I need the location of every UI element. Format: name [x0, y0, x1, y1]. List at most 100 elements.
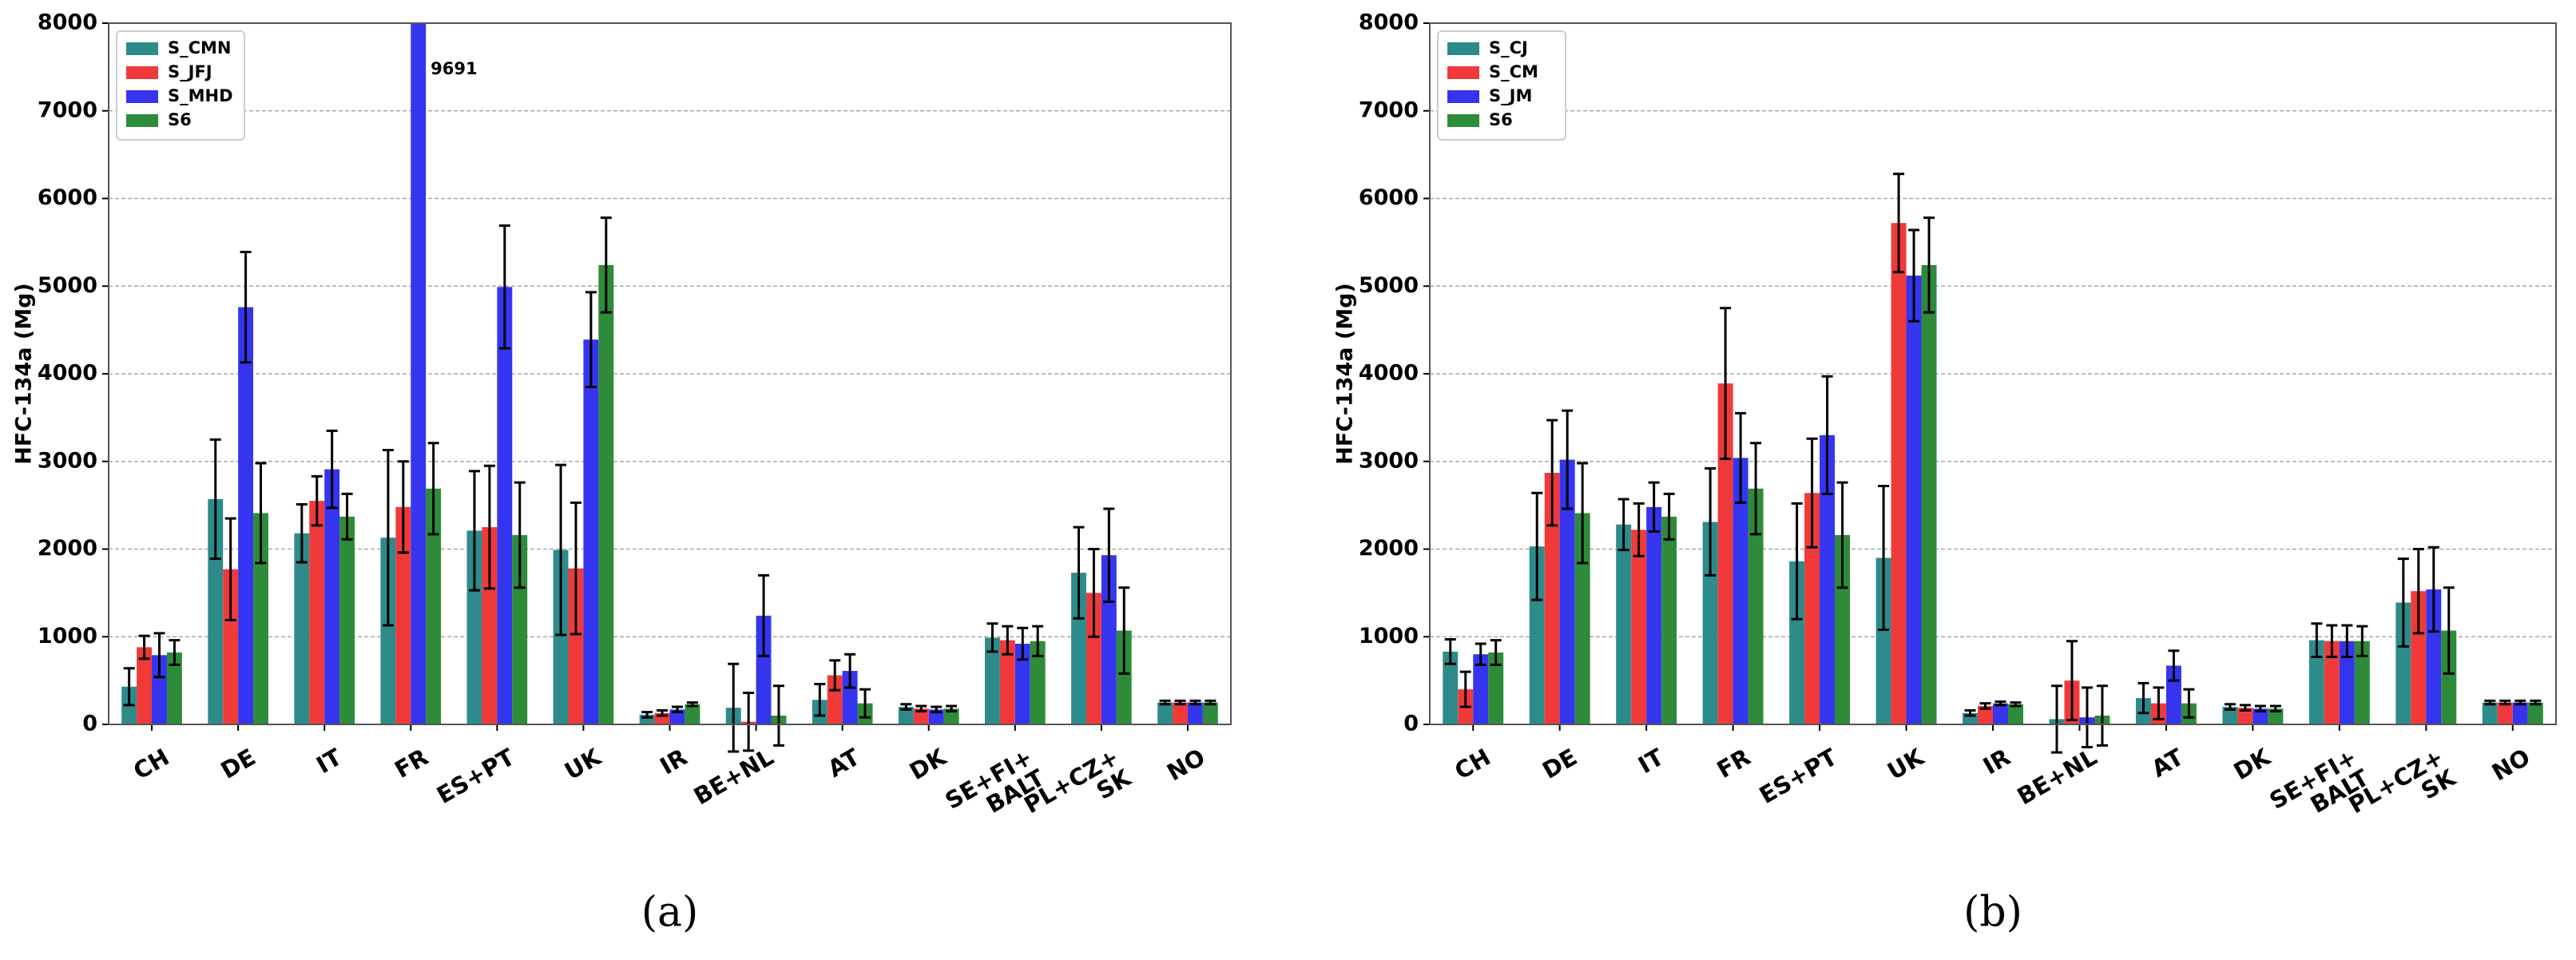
- error-bar: [772, 684, 784, 747]
- bar: [208, 498, 224, 724]
- error-bar: [570, 501, 581, 636]
- y-tick-label: 2000: [38, 536, 97, 561]
- legend-swatch: [1447, 66, 1479, 79]
- legend-box: [1437, 30, 1566, 141]
- bar: [2395, 602, 2411, 724]
- error-bar: [1205, 699, 1217, 706]
- legend-swatch: [126, 90, 158, 103]
- x-tick-label: CH: [129, 744, 173, 785]
- error-bar: [728, 662, 740, 753]
- bar: [426, 488, 442, 724]
- error-bar: [555, 463, 567, 637]
- bar: [1030, 641, 1046, 724]
- error-bar: [123, 667, 135, 707]
- panel-label: (b): [1963, 889, 2022, 937]
- bar: [1921, 264, 1937, 724]
- error-bar: [2153, 686, 2165, 720]
- x-tick-label: NO: [2487, 744, 2534, 787]
- bar: [1116, 630, 1132, 724]
- bar: [1488, 653, 1504, 724]
- bar: [1748, 488, 1764, 724]
- error-bar: [686, 701, 698, 708]
- x-tick-label: ES+PT: [1755, 743, 1842, 809]
- error-bar: [1735, 411, 1747, 504]
- error-bar: [600, 216, 612, 314]
- bar: [2527, 702, 2543, 724]
- x-tick-label: IR: [655, 744, 692, 780]
- bar: [568, 568, 584, 724]
- error-bar: [483, 464, 495, 590]
- error-bar: [1821, 375, 1833, 495]
- bar: [1173, 702, 1188, 724]
- bar: [512, 534, 528, 724]
- bar: [380, 538, 396, 724]
- error-bar: [1475, 642, 1486, 666]
- x-tick-label: DE: [216, 744, 260, 784]
- bar: [466, 530, 482, 724]
- x-tick-label: DE: [1538, 744, 1582, 784]
- error-bar: [2530, 699, 2542, 706]
- bar: [339, 516, 355, 724]
- bar: [411, 23, 427, 724]
- bar: [2339, 641, 2355, 724]
- legend-swatch: [1447, 90, 1479, 103]
- bar: [1875, 557, 1891, 724]
- bar: [898, 707, 914, 724]
- bar: [1804, 493, 1820, 724]
- bar: [2426, 589, 2442, 724]
- error-bar: [1577, 462, 1589, 565]
- chart: 0 1000 2000 3000 4000 5000 6000 7000 8000 HFC-134…: [12, 10, 1232, 937]
- error-bar: [1546, 419, 1558, 527]
- error-bar: [2254, 704, 2266, 713]
- bar: [842, 671, 858, 724]
- error-bar: [2356, 625, 2368, 657]
- y-tick-label: 6000: [1359, 185, 1419, 210]
- bar: [1993, 703, 2008, 724]
- legend-box: [116, 30, 245, 141]
- error-bar: [1459, 670, 1471, 708]
- error-bar: [1002, 625, 1014, 656]
- bar: [324, 469, 340, 724]
- bar: [1544, 473, 1560, 724]
- y-tick-label: 2000: [1359, 536, 1419, 561]
- x-tick-label: CH: [1450, 744, 1494, 785]
- error-bar: [1490, 639, 1502, 666]
- error-bar: [1663, 492, 1675, 541]
- error-bar: [498, 224, 510, 350]
- error-bar: [514, 481, 526, 589]
- legend-label: S_CMN: [168, 38, 232, 58]
- plot-frame: [108, 22, 1232, 725]
- error-bar: [1878, 484, 1890, 631]
- bar: [1631, 530, 1647, 724]
- bar: [984, 637, 1000, 724]
- bar: [223, 569, 239, 724]
- bar: [1702, 522, 1718, 724]
- legend-swatch: [1447, 114, 1479, 127]
- error-bar: [2269, 704, 2281, 713]
- bar: [1891, 223, 1907, 724]
- error-bar: [1017, 626, 1029, 661]
- bar: [913, 708, 929, 724]
- bar: [2308, 640, 2324, 724]
- error-bar: [2326, 624, 2338, 658]
- y-axis-label: HFC-134a (Mg): [12, 283, 37, 465]
- error-bar: [296, 503, 308, 564]
- error-bar: [2514, 699, 2526, 706]
- error-bar: [814, 683, 826, 717]
- x-tick-label: UK: [1883, 743, 1929, 785]
- y-tick-label: 7000: [1359, 97, 1419, 122]
- error-bar: [859, 688, 871, 719]
- error-bar: [341, 492, 353, 541]
- bar: [2411, 591, 2427, 724]
- error-bar: [1103, 507, 1115, 603]
- error-bar: [2484, 699, 2496, 706]
- legend-swatch: [126, 114, 158, 127]
- error-bar: [1720, 307, 1732, 460]
- error-bar: [1633, 502, 1645, 557]
- bar: [166, 653, 182, 724]
- error-bar: [2183, 688, 2195, 719]
- error-bar: [1444, 638, 1456, 665]
- y-tick-label: 0: [1403, 712, 1419, 736]
- bar: [1789, 561, 1805, 724]
- error-bar: [2137, 681, 2149, 715]
